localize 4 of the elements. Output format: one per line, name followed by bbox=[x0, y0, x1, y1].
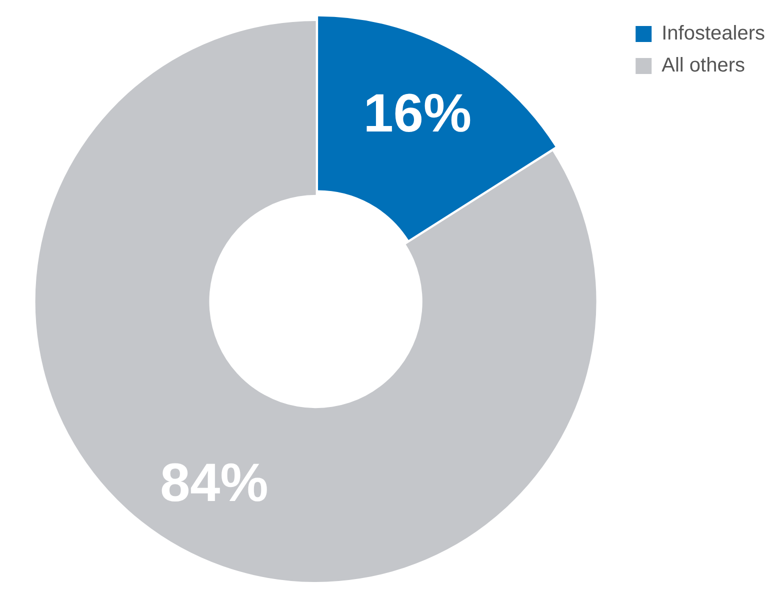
data-label: 16% bbox=[363, 84, 472, 144]
data-label: 84% bbox=[160, 453, 268, 514]
legend-label: All others bbox=[662, 54, 745, 77]
legend-label: Infostealers bbox=[662, 22, 765, 45]
